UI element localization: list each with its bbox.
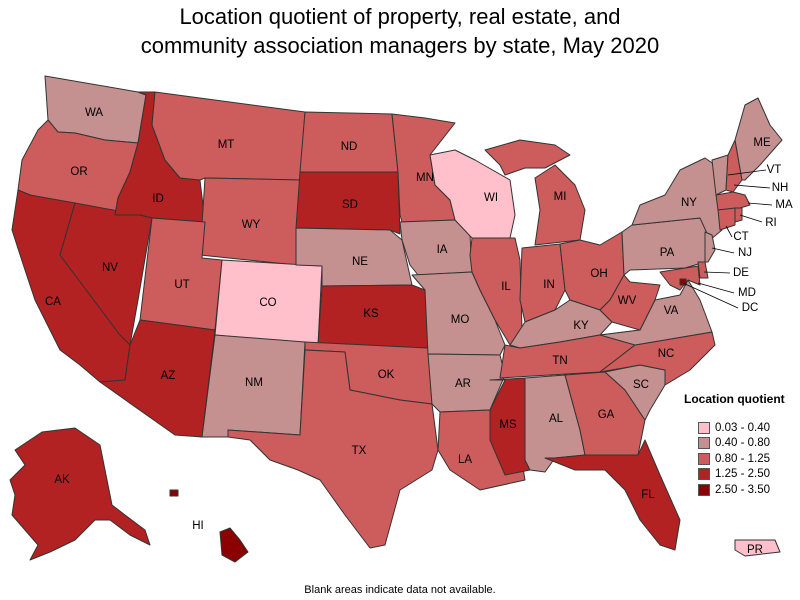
label-ks: KS xyxy=(363,308,379,320)
state-md[interactable] xyxy=(659,265,701,291)
label-nv: NV xyxy=(102,262,118,274)
state-sd[interactable] xyxy=(295,171,401,235)
state-ma[interactable] xyxy=(715,191,751,211)
state-nh[interactable] xyxy=(725,139,743,193)
map-title: Location quotient of property, real esta… xyxy=(0,2,800,60)
state-ak[interactable] xyxy=(9,427,151,561)
label-ut: UT xyxy=(174,279,189,291)
legend-label: 0.40 - 0.80 xyxy=(715,437,770,450)
state-nj[interactable] xyxy=(704,231,716,263)
state-ct[interactable] xyxy=(717,207,736,231)
label-ia: IA xyxy=(437,244,448,256)
label-ar: AR xyxy=(455,378,471,390)
legend-title: Location quotient xyxy=(684,392,785,406)
label-dc: DC xyxy=(742,302,759,314)
label-ok: OK xyxy=(378,369,395,381)
label-me: ME xyxy=(753,137,771,149)
state-wv[interactable] xyxy=(599,274,661,331)
label-co: CO xyxy=(259,297,276,309)
label-leader-lines xyxy=(682,169,773,309)
legend-items: 0.03 - 0.40 0.40 - 0.80 0.80 - 1.25 1.25 - … xyxy=(684,420,785,498)
label-ri: RI xyxy=(765,217,777,229)
footnote: Blank areas indicate data not available. xyxy=(304,584,496,596)
label-tx: TX xyxy=(352,445,367,457)
legend-label: 2.50 - 3.50 xyxy=(715,483,770,496)
label-wi: WI xyxy=(484,192,498,204)
label-ne: NE xyxy=(352,256,368,268)
label-fl: FL xyxy=(641,489,655,501)
label-ct: CT xyxy=(733,231,748,243)
label-vt: VT xyxy=(767,164,782,176)
label-il: IL xyxy=(501,281,511,293)
label-ma: MA xyxy=(775,199,793,211)
label-sd: SD xyxy=(342,199,358,211)
legend-item: 1.25 - 2.50 xyxy=(684,467,785,483)
map-title-line-1: Location quotient of property, real esta… xyxy=(179,4,621,29)
label-ga: GA xyxy=(598,409,615,421)
label-md: MD xyxy=(738,287,756,299)
label-mn: MN xyxy=(416,172,434,184)
label-ca: CA xyxy=(45,296,61,308)
legend-swatch xyxy=(698,483,710,496)
legend-swatch xyxy=(698,421,710,434)
state-pr[interactable] xyxy=(734,539,781,557)
state-tx[interactable] xyxy=(227,349,439,549)
state-hi[interactable] xyxy=(169,489,249,563)
state-il[interactable] xyxy=(469,237,523,346)
label-oh: OH xyxy=(590,268,607,280)
label-nd: ND xyxy=(341,141,358,153)
label-tn: TN xyxy=(552,355,567,367)
label-hi: HI xyxy=(192,520,204,532)
state-ri[interactable] xyxy=(734,207,743,223)
state-me[interactable] xyxy=(734,97,783,181)
label-or: OR xyxy=(70,166,87,178)
state-mi[interactable] xyxy=(484,139,586,246)
legend-label: 0.03 - 0.40 xyxy=(715,421,770,434)
legend-item: 0.40 - 0.80 xyxy=(684,436,785,452)
legend-item: 2.50 - 3.50 xyxy=(684,482,785,498)
label-id: ID xyxy=(152,193,164,205)
label-la: LA xyxy=(458,454,472,466)
label-nc: NC xyxy=(658,348,675,360)
label-al: AL xyxy=(549,413,564,425)
label-wy: WY xyxy=(242,219,261,231)
label-ms: MS xyxy=(499,419,517,431)
legend-swatch xyxy=(698,437,710,450)
label-wv: WV xyxy=(618,295,637,307)
label-wa: WA xyxy=(85,107,103,119)
label-mi: MI xyxy=(554,191,567,203)
label-ky: KY xyxy=(573,320,589,332)
label-pa: PA xyxy=(660,247,675,259)
label-mt: MT xyxy=(218,139,235,151)
map-title-line-2: community association managers by state,… xyxy=(140,33,660,58)
legend-label: 1.25 - 2.50 xyxy=(715,468,770,481)
label-pr: PR xyxy=(747,544,763,556)
label-nj: NJ xyxy=(738,247,752,259)
label-nh: NH xyxy=(772,182,789,194)
legend-item: 0.03 - 0.40 xyxy=(684,420,785,436)
label-ny: NY xyxy=(681,197,697,209)
label-mo: MO xyxy=(451,314,470,326)
legend-swatch xyxy=(698,468,710,481)
state-mt[interactable] xyxy=(151,91,306,181)
label-de: DE xyxy=(733,267,749,279)
state-az[interactable] xyxy=(99,319,216,438)
legend: Location quotient 0.03 - 0.40 0.40 - 0.80… xyxy=(684,392,785,498)
legend-swatch xyxy=(698,452,710,465)
label-in: IN xyxy=(543,279,555,291)
label-az: AZ xyxy=(161,370,176,382)
label-ak: AK xyxy=(54,474,70,486)
label-nm: NM xyxy=(245,377,263,389)
label-sc: SC xyxy=(633,379,649,391)
legend-item: 0.80 - 1.25 xyxy=(684,451,785,467)
state-fl[interactable] xyxy=(544,439,681,551)
state-de[interactable] xyxy=(697,261,709,279)
label-va: VA xyxy=(664,305,679,317)
legend-label: 0.80 - 1.25 xyxy=(715,452,770,465)
